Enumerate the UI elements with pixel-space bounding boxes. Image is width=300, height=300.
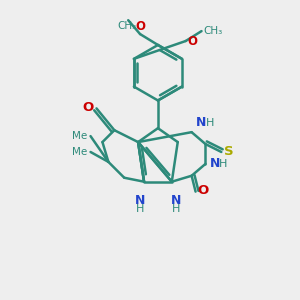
Text: H: H	[219, 159, 228, 169]
Text: H: H	[136, 203, 144, 214]
Text: O: O	[135, 20, 145, 33]
Text: O: O	[198, 184, 209, 197]
Text: N: N	[171, 194, 181, 207]
Text: CH₃: CH₃	[203, 26, 223, 36]
Text: H: H	[172, 203, 180, 214]
Text: N: N	[196, 116, 206, 129]
Text: Me: Me	[72, 131, 88, 141]
Text: S: S	[224, 146, 234, 158]
Text: O: O	[188, 34, 198, 47]
Text: H: H	[206, 118, 214, 128]
Text: CH₃: CH₃	[118, 21, 137, 31]
Text: Me: Me	[72, 147, 88, 157]
Text: O: O	[82, 101, 94, 114]
Text: N: N	[135, 194, 145, 207]
Text: N: N	[209, 158, 220, 170]
